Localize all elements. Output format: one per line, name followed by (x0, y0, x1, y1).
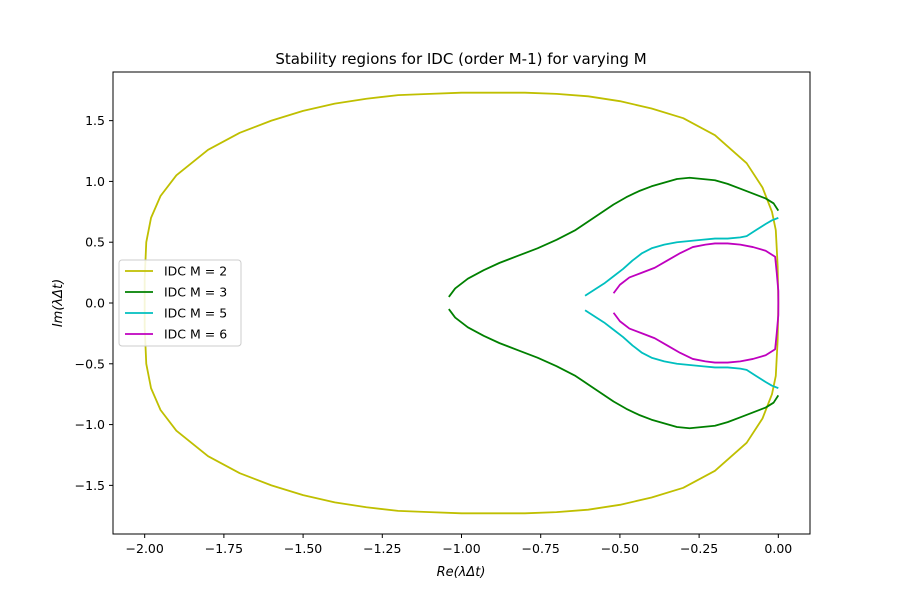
y-tick-label: 1.0 (85, 174, 105, 189)
legend-label: IDC M = 2 (164, 264, 227, 279)
x-tick-label: −0.25 (680, 541, 718, 556)
x-axis-label: Re(λΔt) (437, 565, 486, 580)
x-tick-label: 0.00 (764, 541, 792, 556)
series-line-idc-m-5-4 (584, 309, 779, 389)
x-tick-label: −2.00 (126, 541, 164, 556)
series-line-idc-m-3-1 (448, 176, 780, 298)
x-tick-label: −0.50 (601, 541, 639, 556)
x-tick-label: −1.25 (363, 541, 401, 556)
series-line-idc-m-6-5 (612, 242, 780, 364)
chart-title: Stability regions for IDC (order M-1) fo… (275, 50, 646, 68)
legend-label: IDC M = 3 (164, 285, 227, 300)
y-tick-label: −0.5 (75, 356, 105, 371)
legend: IDC M = 2 IDC M = 3 IDC M = 5 IDC M = 6 (118, 259, 242, 347)
y-tick-label: 0.0 (85, 296, 105, 311)
y-tick-label: 1.5 (85, 113, 105, 128)
x-axis-ticks: −2.00 −1.75 −1.50 −1.25 −1.00 −0.75 −0.50 −0.25… (126, 534, 792, 556)
series-line-idc-m-5-3 (584, 217, 779, 297)
series-line-idc-m-3-2 (448, 308, 780, 430)
y-tick-label: −1.0 (75, 417, 105, 432)
y-axis-label: Im(λΔt) (51, 279, 66, 327)
y-axis-ticks: −1.5 −1.0 −0.5 0.0 0.5 1.0 1.5 (75, 113, 113, 493)
legend-label: IDC M = 6 (164, 327, 227, 342)
legend-items: IDC M = 2 IDC M = 3 IDC M = 5 IDC M = 6 (125, 264, 227, 342)
y-tick-label: −1.5 (75, 478, 105, 493)
x-tick-label: −1.00 (442, 541, 480, 556)
x-tick-label: −1.75 (205, 541, 243, 556)
x-tick-label: −0.75 (522, 541, 560, 556)
y-tick-label: 0.5 (85, 235, 105, 250)
legend-frame (118, 259, 242, 347)
legend-label: IDC M = 5 (164, 306, 227, 321)
x-tick-label: −1.50 (284, 541, 322, 556)
